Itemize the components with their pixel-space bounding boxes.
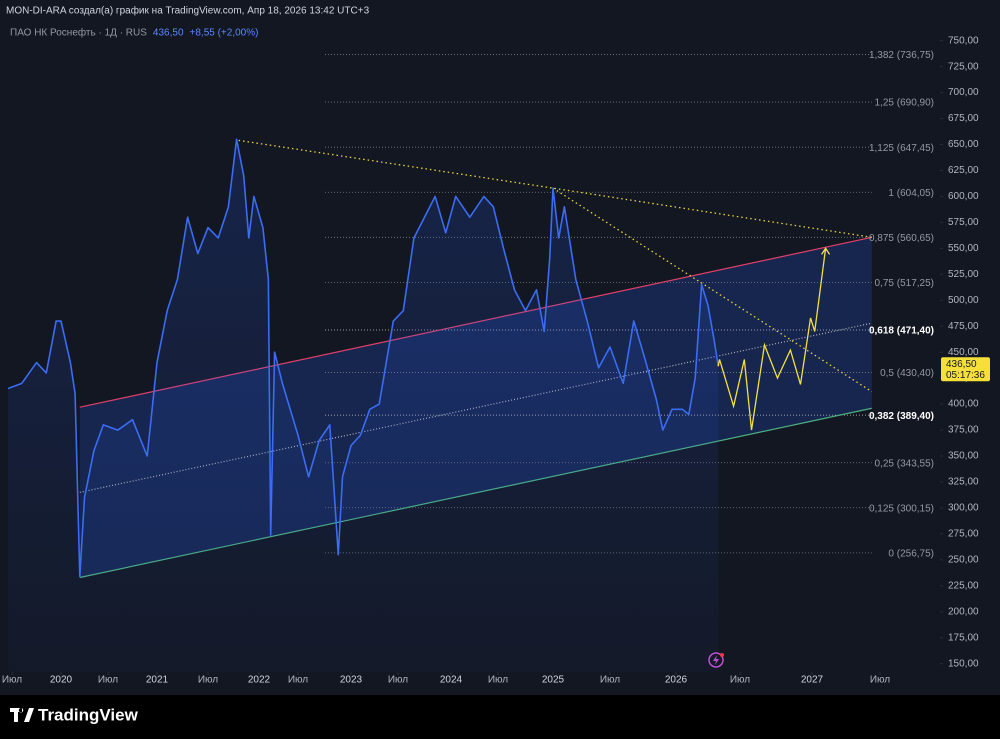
y-tick-label: 200,00 (948, 606, 979, 617)
price-tag (941, 357, 990, 382)
y-tick-label: 525,00 (948, 269, 979, 280)
x-tick-label: 2025 (542, 675, 565, 686)
y-tick-label: 475,00 (948, 321, 979, 332)
x-tick-label: 2022 (248, 675, 271, 686)
x-tick-label: Июл (730, 675, 750, 686)
fib-label: 0,75 (517,25) (875, 278, 935, 289)
trendline (552, 187, 873, 393)
x-tick-label: 2026 (665, 675, 688, 686)
fib-label: 1 (604,05) (888, 188, 934, 199)
projection-arrow (821, 247, 831, 255)
x-tick-label: Июл (870, 675, 890, 686)
logo-icon (10, 708, 34, 722)
y-tick-label: 350,00 (948, 451, 979, 462)
x-tick-label: 2020 (50, 675, 73, 686)
y-tick-label: 325,00 (948, 477, 979, 488)
fib-label: 0,382 (389,40) (869, 411, 934, 422)
y-tick-label: 375,00 (948, 425, 979, 436)
header-change: +8,55 (+2,00%) (190, 28, 259, 39)
price-line (7, 138, 720, 578)
x-tick-label: Июл (288, 675, 308, 686)
x-tick-label: 2023 (340, 675, 363, 686)
price-area (8, 139, 719, 672)
y-tick-label: 575,00 (948, 217, 979, 228)
y-tick-label: 400,00 (948, 399, 979, 410)
logo: TradingView (10, 705, 139, 724)
header: MON-DI-ARA создал(а) график на TradingVi… (6, 5, 370, 17)
fib-label: 1,125 (647,45) (869, 143, 934, 154)
price-tag-label: 436,50 (946, 359, 977, 370)
fib-label: 1,25 (690,90) (875, 98, 935, 109)
fib-label: 0,25 (343,55) (875, 458, 935, 469)
countdown: 05:17:36 (946, 370, 985, 381)
y-tick-label: 600,00 (948, 191, 979, 202)
y-tick-label: 700,00 (948, 87, 979, 98)
x-tick-label: Июл (600, 675, 620, 686)
y-tick-label: 150,00 (948, 658, 979, 669)
x-tick-label: Июл (2, 675, 22, 686)
y-tick-label: 500,00 (948, 295, 979, 306)
header-price: 436,50 (153, 28, 184, 39)
y-tick-label: 450,00 (948, 347, 979, 358)
fib-label: 0,618 (471,40) (869, 326, 934, 337)
y-tick-label: 750,00 (948, 35, 979, 46)
x-tick-label: Июл (98, 675, 118, 686)
y-tick-label: 225,00 (948, 580, 979, 591)
plot (7, 54, 873, 672)
fib-label: 0,875 (560,65) (869, 233, 934, 244)
icon-dot (720, 653, 724, 657)
y-tick-label: 550,00 (948, 243, 979, 254)
y-tick-label: 300,00 (948, 503, 979, 514)
y-tick-label: 625,00 (948, 165, 979, 176)
x-tick-label: 2027 (801, 675, 824, 686)
y-tick-label: 650,00 (948, 139, 979, 150)
x-tick-label: 2021 (146, 675, 169, 686)
y-tick-label: 675,00 (948, 113, 979, 124)
x-tick-label: Июл (488, 675, 508, 686)
symbol: ПАО НК Роснефть · 1Д · RUS (10, 27, 147, 39)
y-tick-label: 275,00 (948, 529, 979, 540)
fib-label: 1,382 (736,75) (869, 50, 934, 61)
logo-text: TradingView (38, 705, 139, 724)
y-tick-label: 175,00 (948, 632, 979, 643)
fib-label: 0 (256,75) (888, 548, 934, 559)
projection-line (717, 248, 827, 431)
y-tick-label: 725,00 (948, 61, 979, 72)
y-tick-label: 250,00 (948, 555, 979, 566)
fib-label: 0,5 (430,40) (880, 368, 934, 379)
x-tick-label: Июл (198, 675, 218, 686)
x-tick-label: 2024 (440, 675, 463, 686)
x-tick-label: Июл (388, 675, 408, 686)
fib-label: 0,125 (300,15) (869, 503, 934, 514)
